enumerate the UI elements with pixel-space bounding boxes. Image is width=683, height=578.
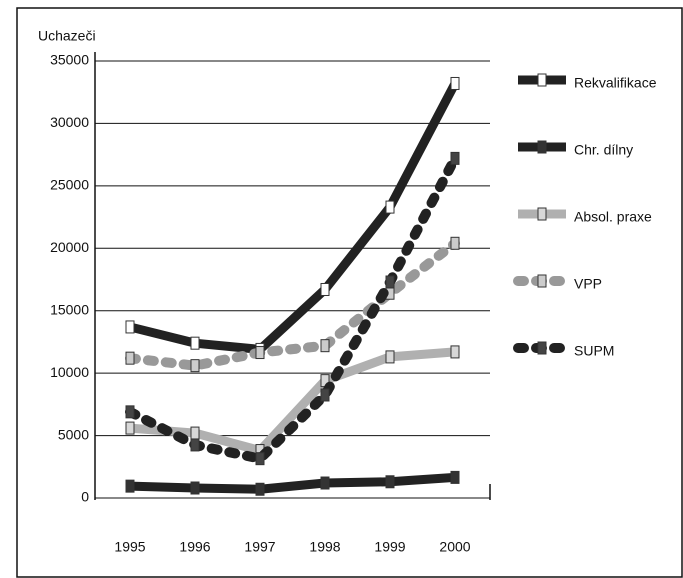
legend-marker bbox=[537, 207, 547, 221]
x-tick-label: 1997 bbox=[244, 539, 275, 555]
point-marker bbox=[385, 475, 395, 489]
legend-label: Chr. dílny bbox=[574, 142, 633, 158]
point-marker bbox=[190, 359, 200, 373]
point-marker bbox=[190, 336, 200, 350]
series-line bbox=[125, 153, 460, 465]
y-tick-label: 5000 bbox=[58, 426, 89, 442]
point-marker bbox=[255, 452, 265, 466]
point-marker bbox=[450, 345, 460, 359]
legend-marker bbox=[537, 140, 547, 154]
y-tick-label: 35000 bbox=[50, 52, 89, 68]
legend-label: Absol. praxe bbox=[574, 209, 652, 225]
point-marker bbox=[320, 339, 330, 353]
x-tick-label: 2000 bbox=[439, 539, 470, 555]
legend-marker bbox=[537, 274, 547, 288]
y-axis-label: Uchazeči bbox=[38, 28, 96, 44]
x-tick-label: 1995 bbox=[114, 539, 145, 555]
point-marker bbox=[450, 151, 460, 165]
y-tick-label: 15000 bbox=[50, 301, 89, 317]
point-marker bbox=[450, 236, 460, 250]
point-marker bbox=[320, 282, 330, 296]
point-marker bbox=[320, 388, 330, 402]
point-marker bbox=[450, 470, 460, 484]
point-marker bbox=[125, 405, 135, 419]
x-tick-label: 1996 bbox=[179, 539, 210, 555]
y-tick-label: 30000 bbox=[50, 114, 89, 130]
point-marker bbox=[190, 481, 200, 495]
x-tick-label: 1999 bbox=[374, 539, 405, 555]
y-tick-label: 10000 bbox=[50, 364, 89, 380]
series-line bbox=[129, 347, 456, 456]
series-line bbox=[128, 81, 459, 354]
frame bbox=[16, 7, 683, 578]
legend-marker bbox=[537, 341, 547, 355]
point-marker bbox=[125, 479, 135, 493]
legend-label: VPP bbox=[574, 276, 602, 292]
point-marker bbox=[255, 346, 265, 360]
point-marker bbox=[190, 426, 200, 440]
point-marker bbox=[190, 438, 200, 452]
point-marker bbox=[125, 320, 135, 334]
legend-label: SUPM bbox=[574, 343, 614, 359]
y-tick-label: 25000 bbox=[50, 177, 89, 193]
legend-label: Rekvalifikace bbox=[574, 75, 657, 91]
legend-marker bbox=[537, 73, 547, 87]
point-marker bbox=[450, 76, 460, 90]
point-marker bbox=[125, 421, 135, 435]
x-tick-label: 1998 bbox=[309, 539, 340, 555]
series-line bbox=[129, 472, 456, 494]
point-marker bbox=[385, 275, 395, 289]
point-marker bbox=[385, 350, 395, 364]
y-tick-label: 0 bbox=[81, 489, 89, 505]
point-marker bbox=[385, 200, 395, 214]
series-line bbox=[125, 238, 460, 371]
y-tick-label: 20000 bbox=[50, 239, 89, 255]
point-marker bbox=[125, 351, 135, 365]
point-marker bbox=[255, 482, 265, 496]
point-marker bbox=[320, 476, 330, 490]
